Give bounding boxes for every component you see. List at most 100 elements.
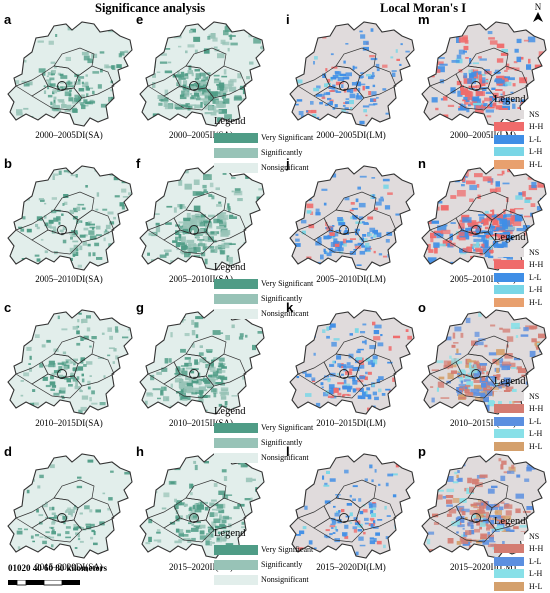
map-cluster-patch	[451, 121, 457, 127]
legend-item: L-L	[494, 415, 543, 428]
map-cluster-patch	[364, 222, 368, 224]
map-cluster-patch	[253, 379, 260, 383]
map-cluster-patch	[184, 220, 191, 222]
map-cluster-patch	[206, 349, 213, 352]
map-cluster-patch	[43, 377, 48, 381]
map-cluster-patch	[122, 337, 128, 339]
map-cluster-patch	[434, 45, 440, 49]
map-cluster-patch	[490, 325, 495, 327]
map-cluster-patch	[473, 103, 482, 105]
map-cluster-patch	[53, 176, 55, 180]
map-cluster-patch	[368, 394, 372, 399]
map-cluster-patch	[443, 96, 448, 100]
map-cluster-patch	[119, 374, 125, 377]
map-cluster-patch	[123, 540, 128, 544]
map-cluster-patch	[467, 478, 472, 484]
map-cluster-patch	[441, 179, 449, 182]
map-cluster-patch	[193, 37, 200, 42]
map-cluster-patch	[407, 346, 414, 348]
map-cluster-patch	[371, 508, 376, 510]
legend-item: H-L	[494, 158, 543, 171]
map-cluster-patch	[447, 489, 455, 492]
map-cluster-patch	[45, 531, 49, 533]
map-cluster-patch	[55, 34, 57, 37]
map-cluster-patch	[88, 221, 92, 223]
map-cluster-patch	[335, 513, 340, 517]
map-cluster-patch	[353, 526, 358, 529]
map-cluster-patch	[431, 48, 435, 51]
map-cluster-patch	[479, 512, 485, 514]
map-cluster-patch	[210, 367, 216, 372]
legend-item: NS	[494, 246, 543, 259]
map-cluster-patch	[192, 388, 199, 392]
map-cluster-patch	[245, 335, 248, 338]
map-cluster-patch	[412, 75, 414, 77]
map-cluster-patch	[488, 31, 493, 34]
map-cluster-patch	[82, 82, 84, 84]
map-cluster-patch	[23, 216, 26, 219]
map-cluster-patch	[331, 342, 337, 347]
map-cluster-patch	[180, 204, 183, 209]
map-cluster-patch	[329, 533, 333, 535]
map-cluster-patch	[330, 524, 335, 526]
map-cluster-patch	[146, 175, 151, 179]
legend-swatch	[494, 147, 524, 156]
map-cluster-patch	[230, 43, 237, 46]
map-cluster-patch	[213, 381, 216, 385]
map-cluster-patch	[82, 319, 87, 323]
map-cluster-patch	[44, 90, 46, 94]
legend-item: Significantly	[214, 435, 313, 450]
map-cluster-patch	[371, 479, 373, 482]
map-cluster-patch	[165, 408, 173, 410]
legend-label: Significantly	[261, 560, 302, 569]
legend-swatch	[494, 404, 524, 413]
map-cluster-patch	[360, 511, 364, 514]
map-cluster-patch	[243, 89, 250, 94]
map-cluster-patch	[468, 95, 473, 101]
map-cluster-patch	[459, 37, 468, 42]
map-cluster-patch	[125, 51, 129, 54]
map-cluster-patch	[198, 218, 205, 221]
map-cluster-patch	[51, 62, 56, 64]
legend-item: L-H	[494, 146, 543, 159]
map-cluster-patch	[216, 509, 222, 511]
map-cluster-patch	[91, 403, 97, 405]
map-cluster-patch	[178, 180, 182, 186]
map-cluster-patch	[61, 214, 64, 216]
legend-label: Very Significant	[261, 133, 313, 142]
map-cluster-patch	[359, 121, 364, 125]
map-cluster-patch	[129, 498, 131, 501]
map-cluster-patch	[440, 264, 450, 269]
map-cluster-patch	[427, 69, 433, 71]
map-cluster-patch	[223, 98, 229, 103]
map-cluster-patch	[78, 366, 83, 370]
map-cluster-patch	[128, 215, 132, 218]
map-cluster-patch	[450, 195, 456, 199]
map-cluster-patch	[196, 260, 200, 265]
legend-label: H-H	[529, 260, 543, 269]
map-cluster-patch	[88, 387, 91, 390]
map-cluster-patch	[458, 232, 464, 237]
map-cluster-patch	[447, 25, 453, 30]
map-cluster-patch	[427, 539, 430, 545]
map-cluster-patch	[366, 86, 370, 89]
map-cluster-patch	[485, 252, 491, 257]
map-cluster-patch	[189, 30, 193, 33]
map-cluster-patch	[441, 205, 449, 210]
map-cluster-patch	[14, 71, 16, 73]
map-cluster-patch	[544, 68, 549, 72]
map-cluster-patch	[170, 332, 172, 337]
map-cluster-patch	[427, 56, 435, 58]
map-cluster-patch	[330, 365, 333, 367]
map-cluster-patch	[51, 70, 56, 74]
map-cluster-patch	[456, 475, 458, 478]
map-cluster-patch	[371, 237, 374, 239]
map-cluster-patch	[176, 529, 180, 533]
map-cluster-patch	[479, 74, 483, 80]
map-cluster-patch	[531, 182, 536, 188]
map-cluster-patch	[505, 82, 512, 86]
map-cluster-patch	[44, 85, 46, 87]
map-cluster-patch	[343, 366, 346, 368]
map-cluster-patch	[149, 335, 152, 337]
